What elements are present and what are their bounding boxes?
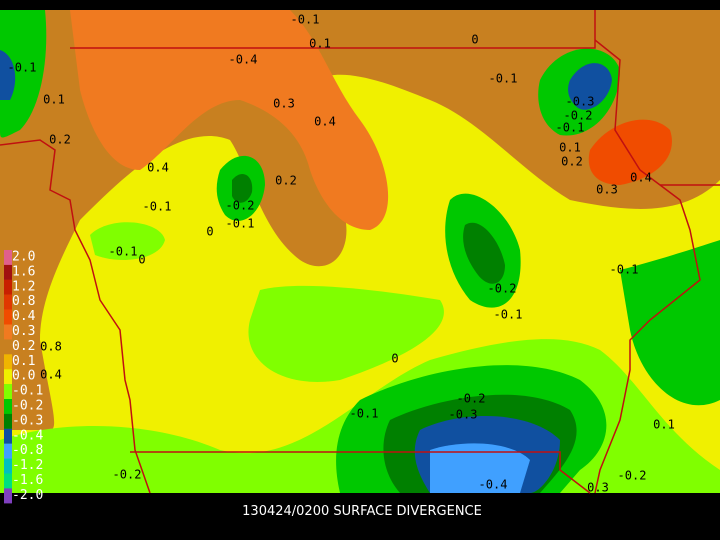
contour-label: 0.1 <box>653 418 675 432</box>
contour-label: -0.2 <box>564 109 593 123</box>
map-field <box>0 10 720 493</box>
field-nw <box>0 10 47 138</box>
field-east <box>620 240 720 406</box>
legend-label: 0.3 <box>12 324 35 339</box>
contour-label: -0.2 <box>226 199 255 213</box>
field-high <box>70 10 389 230</box>
legend-label: 2.0 <box>12 250 35 265</box>
legend-swatch <box>4 339 12 355</box>
contour-label: -0.1 <box>350 407 379 421</box>
contour-label: 0 <box>471 33 478 47</box>
legend-label: -0.1 <box>12 384 43 399</box>
contour-label: 0.8 <box>40 340 62 354</box>
legend-swatch <box>4 279 12 295</box>
state-borders <box>0 10 720 494</box>
legend-swatch <box>4 458 12 474</box>
contour-label: 0.2 <box>561 155 583 169</box>
legend-label: -2.0 <box>12 488 43 503</box>
legend-label: 1.2 <box>12 279 35 294</box>
contour-label: -0.1 <box>556 121 585 135</box>
contour-label: -0.1 <box>291 13 320 27</box>
legend-label: 0.0 <box>12 369 35 384</box>
legend-label: 0.2 <box>12 339 35 354</box>
legend-swatch <box>4 369 12 385</box>
contour-label: -0.1 <box>8 61 37 75</box>
contour-label: -0.2 <box>618 469 647 483</box>
border <box>70 10 596 49</box>
field-nw-low <box>0 50 16 100</box>
legend-swatch <box>4 324 12 340</box>
border <box>594 39 701 494</box>
contour-label: -0.1 <box>610 263 639 277</box>
contour-label: 0 <box>391 352 398 366</box>
legend-swatch <box>4 309 12 325</box>
contour-label: 0.4 <box>40 368 62 382</box>
contour-label: -0.2 <box>457 392 486 406</box>
contour-label: 0 <box>138 253 145 267</box>
legend-swatch <box>4 384 12 400</box>
contour-label: 0.3 <box>596 183 618 197</box>
legend-swatch <box>4 413 12 429</box>
contour-label: 0 <box>206 225 213 239</box>
legend-label: -1.2 <box>12 458 43 473</box>
legend-label: -0.8 <box>12 443 43 458</box>
contour-labels: -0.10.1 0-0.4-0.10.30.4-0.3-0.2-0.10.10.2… <box>8 13 675 495</box>
field-lowest-north <box>568 63 612 110</box>
legend-label: -1.6 <box>12 473 43 488</box>
contour-label: 0.1 <box>309 37 331 51</box>
legend-label: 0.4 <box>12 309 36 324</box>
legend-label: 0.8 <box>12 294 35 309</box>
contour-label: -0.4 <box>229 53 258 67</box>
field-lower-west <box>232 173 253 203</box>
legend-swatch <box>4 294 12 310</box>
contour-label: 0.2 <box>275 174 297 188</box>
contour-label: -0.1 <box>226 217 255 231</box>
contour-label: -0.2 <box>113 468 142 482</box>
field-high-east <box>588 119 672 185</box>
legend-swatch <box>4 250 12 265</box>
border <box>0 139 151 494</box>
contour-label: 0.3 <box>273 97 295 111</box>
contour-label: 0.1 <box>43 93 65 107</box>
contour-label: -0.1 <box>109 245 138 259</box>
legend-swatch <box>4 443 12 459</box>
contour-label: -0.4 <box>479 478 508 492</box>
legend-swatch <box>4 488 12 504</box>
contour-label: 0.4 <box>630 171 652 185</box>
contour-label: -0.3 <box>449 408 478 422</box>
legend-label: -0.2 <box>12 399 43 414</box>
contour-label: 0.1 <box>559 141 581 155</box>
legend-swatch <box>4 473 12 489</box>
contour-label: 0.4 <box>314 115 336 129</box>
legend-label: 1.6 <box>12 264 35 279</box>
legend-label: 0.1 <box>12 354 35 369</box>
contour-label: -0.2 <box>488 282 517 296</box>
contour-label: 0.2 <box>49 133 71 147</box>
contour-label: -0.1 <box>489 72 518 86</box>
contour-label: -0.1 <box>143 200 172 214</box>
field-lower-center <box>463 222 505 284</box>
legend-swatch <box>4 354 12 370</box>
field-neg-south <box>248 285 444 382</box>
legend-swatch <box>4 428 12 444</box>
legend-swatch <box>4 399 12 414</box>
legend-swatch <box>4 264 12 280</box>
field-neg-west <box>90 222 165 260</box>
legend-label: -0.3 <box>12 413 43 428</box>
contour-label: -0.1 <box>494 308 523 322</box>
legend: 2.01.61.20.80.40.30.20.10.0-0.1-0.2-0.3-… <box>4 250 43 504</box>
contour-label: -0.3 <box>566 95 595 109</box>
field-min <box>430 443 530 493</box>
contour-label: 0.4 <box>147 161 169 175</box>
map-title: 130424/0200 SURFACE DIVERGENCE <box>242 504 482 519</box>
legend-label: -0.4 <box>12 428 43 443</box>
contour-label: 0.3 <box>587 481 609 495</box>
border <box>130 451 591 494</box>
